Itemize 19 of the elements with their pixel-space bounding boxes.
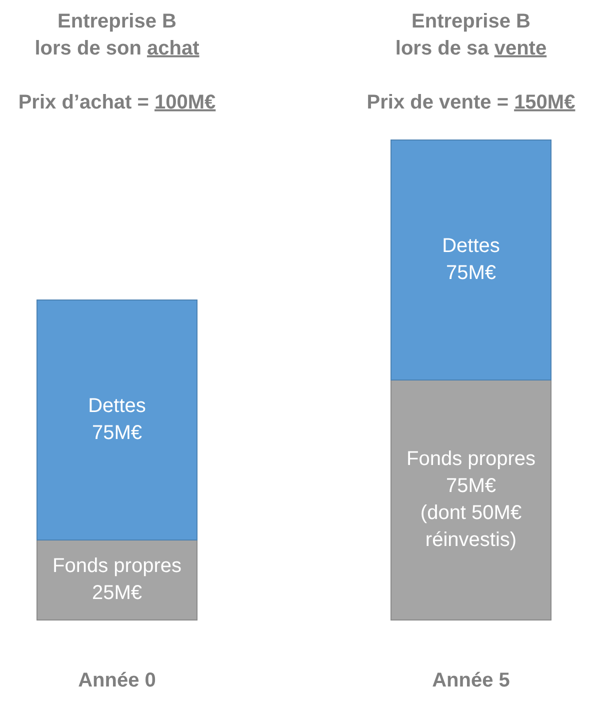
text: Entreprise B lors de son achat [34, 10, 200, 60]
data-label: 75M€ [446, 474, 496, 497]
data-label: 25M€ [92, 582, 142, 604]
x-tick-label: Année 5 [432, 669, 510, 692]
text: Entreprise B lors de sa vente [395, 10, 547, 60]
text: Prix de vente = 150M€ [366, 91, 576, 114]
series-label: Dettes [88, 394, 146, 417]
bar [36, 540, 198, 620]
x-tick-label: Année 0 [78, 669, 156, 692]
text: Dettes [442, 234, 500, 257]
text: Fonds propres [406, 448, 536, 470]
bar [390, 380, 552, 620]
text: Prix d’achat = 100M€ [18, 91, 216, 114]
data-label: 75M€ [92, 422, 142, 444]
data-label: 75M€ [446, 262, 496, 284]
bar [390, 140, 552, 380]
annotation: (dont 50M€ réinvestis) [420, 502, 522, 551]
bar [36, 300, 198, 540]
series-label: Fonds propres [52, 554, 182, 577]
